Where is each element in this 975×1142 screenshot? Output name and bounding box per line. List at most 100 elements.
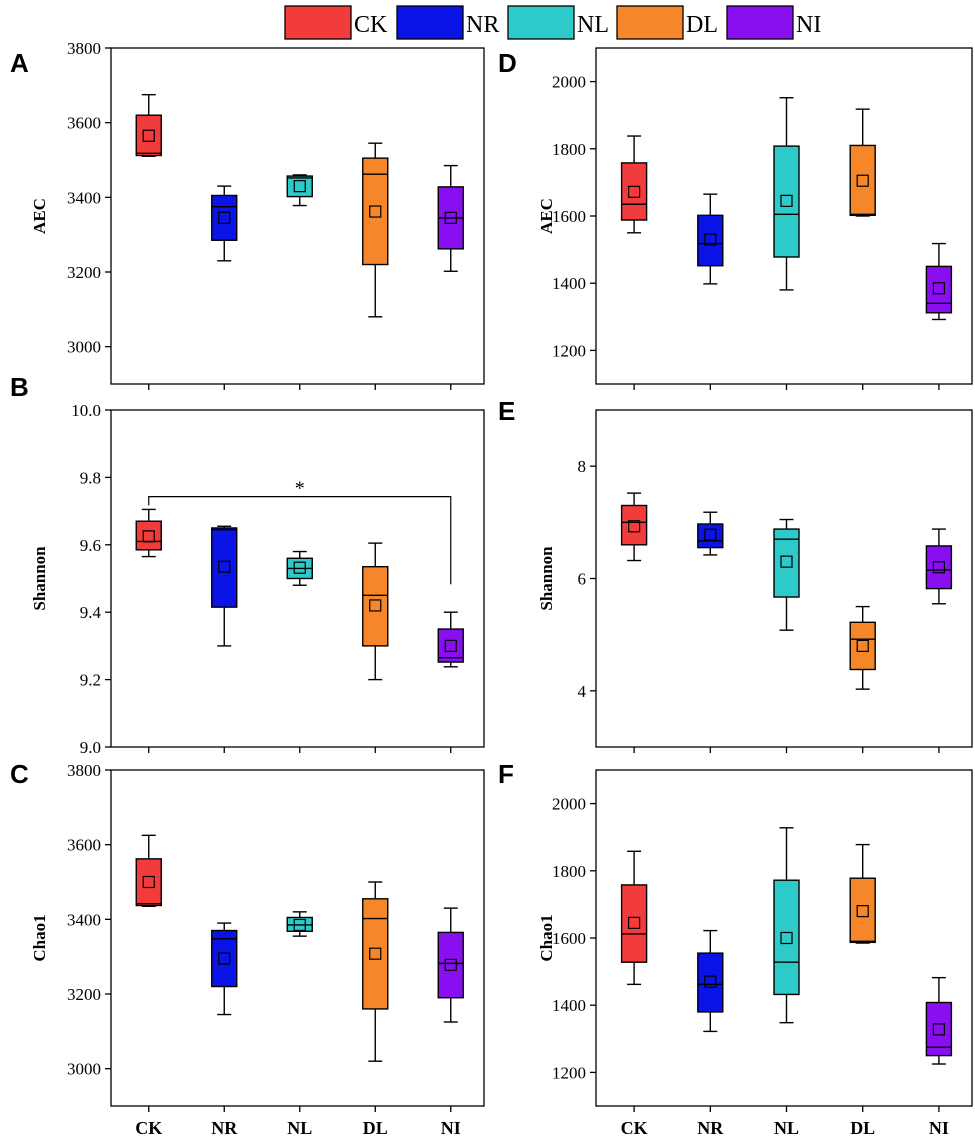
box-ni (925, 242, 953, 321)
mean-marker (932, 1023, 946, 1036)
y-tick-label: 10.0 (71, 401, 101, 420)
legend-entry-ck: CK (284, 5, 388, 40)
plot-frame (110, 769, 485, 1107)
box-nr (697, 511, 724, 556)
mean-marker (293, 561, 306, 574)
box-ck (135, 508, 162, 558)
significance-bracket: * (148, 478, 452, 585)
y-tick-label: 4 (578, 682, 587, 701)
panels: A 3000 3200 3400 3600 3800 AEC B 9.0 9.2 9.4 9.6 9.8… (10, 39, 973, 1138)
y-tick-label: 3200 (67, 985, 101, 1004)
box-nl (773, 827, 800, 1024)
y-tick-label: 3400 (67, 188, 101, 207)
y-axis-title: Chao1 (537, 914, 556, 961)
y-tick-label: 3400 (67, 910, 101, 929)
iqr-box (697, 952, 724, 1013)
y-tick-label: 1600 (552, 929, 586, 948)
legend-swatch-ni (726, 5, 794, 40)
iqr-box (620, 162, 648, 221)
box-nr (697, 929, 724, 1033)
box-nr (211, 185, 238, 262)
legend-swatch-nl (507, 5, 575, 40)
panel-a: A 3000 3200 3400 3600 3800 AEC (10, 39, 485, 390)
y-tick-label: 9.8 (80, 468, 101, 487)
legend-label-ck: CK (354, 12, 388, 38)
iqr-box (286, 175, 313, 198)
panel-c: C 3000 3200 3400 3600 3800 Chao1 CK NR NL DL NI (10, 759, 485, 1138)
mean-marker (218, 560, 231, 573)
box-ni (925, 528, 953, 605)
mean-marker (704, 233, 717, 246)
panel-letter-b: B (10, 372, 29, 402)
mean-marker (444, 639, 457, 653)
iqr-box (135, 858, 162, 907)
legend-entry-nr: NR (396, 5, 499, 40)
box-nl (773, 518, 800, 631)
iqr-box (925, 545, 953, 590)
mean-marker (369, 599, 382, 612)
iqr-box (362, 157, 389, 266)
y-axis-title: AEC (30, 198, 49, 234)
box-ni (437, 611, 464, 668)
mean-marker (704, 975, 717, 988)
legend-label-ni: NI (796, 12, 821, 38)
x-tick-label-ck: CK (621, 1118, 648, 1138)
box-dl (849, 605, 876, 690)
panel-e: E 4 6 8 Shannon (498, 396, 973, 753)
mean-marker (704, 528, 717, 541)
y-tick-label: 1400 (552, 274, 586, 293)
iqr-box (211, 194, 238, 241)
mean-marker (780, 931, 793, 945)
mean-marker (142, 530, 155, 543)
box-ck (620, 135, 648, 234)
box-nl (286, 911, 313, 937)
y-axis-title: AEC (537, 198, 556, 234)
iqr-box (849, 144, 876, 217)
plot-frame (110, 47, 485, 385)
y-tick-label: 3000 (67, 1060, 101, 1079)
iqr-box (362, 898, 389, 1010)
box-nl (286, 550, 313, 586)
box-nl (773, 97, 800, 291)
y-tick-label: 2000 (552, 73, 586, 92)
iqr-box (849, 621, 876, 671)
iqr-box (437, 628, 464, 663)
y-tick-label: 1400 (552, 996, 586, 1015)
x-tick-label-nr: NR (697, 1118, 724, 1138)
mean-marker (293, 180, 306, 193)
y-tick-label: 3600 (67, 836, 101, 855)
mean-marker (856, 639, 869, 653)
legend-label-nl: NL (577, 12, 609, 38)
iqr-box (849, 877, 876, 944)
legend-entry-nl: NL (507, 5, 609, 40)
mean-marker (444, 958, 457, 971)
x-tick-label-ni: NI (441, 1118, 461, 1138)
panel-letter-f: F (498, 759, 514, 789)
mean-marker (142, 129, 155, 142)
y-tick-label: 6 (578, 570, 587, 589)
box-dl (362, 142, 389, 318)
x-tick-label-dl: DL (850, 1118, 875, 1138)
mean-marker (932, 561, 946, 574)
iqr-box (211, 929, 238, 988)
box-ni (437, 164, 464, 272)
box-ni (925, 976, 953, 1065)
y-tick-label: 1800 (552, 862, 586, 881)
legend: CK NR NL DL NI (284, 5, 821, 40)
box-ck (620, 850, 648, 986)
box-dl (849, 843, 876, 944)
iqr-box (620, 504, 648, 546)
mean-marker (856, 905, 869, 918)
box-dl (849, 108, 876, 217)
box-nr (211, 525, 238, 647)
x-tick-label-ck: CK (135, 1118, 162, 1138)
mean-marker (780, 555, 793, 568)
mean-marker (218, 952, 231, 965)
box-ck (135, 93, 162, 157)
iqr-box (697, 523, 724, 549)
panel-b: B 9.0 9.2 9.4 9.6 9.8 10.0 Shannon * (10, 372, 485, 757)
mean-marker (142, 875, 155, 889)
box-ni (437, 907, 464, 1023)
iqr-box (135, 520, 162, 551)
legend-swatch-dl (616, 5, 684, 40)
